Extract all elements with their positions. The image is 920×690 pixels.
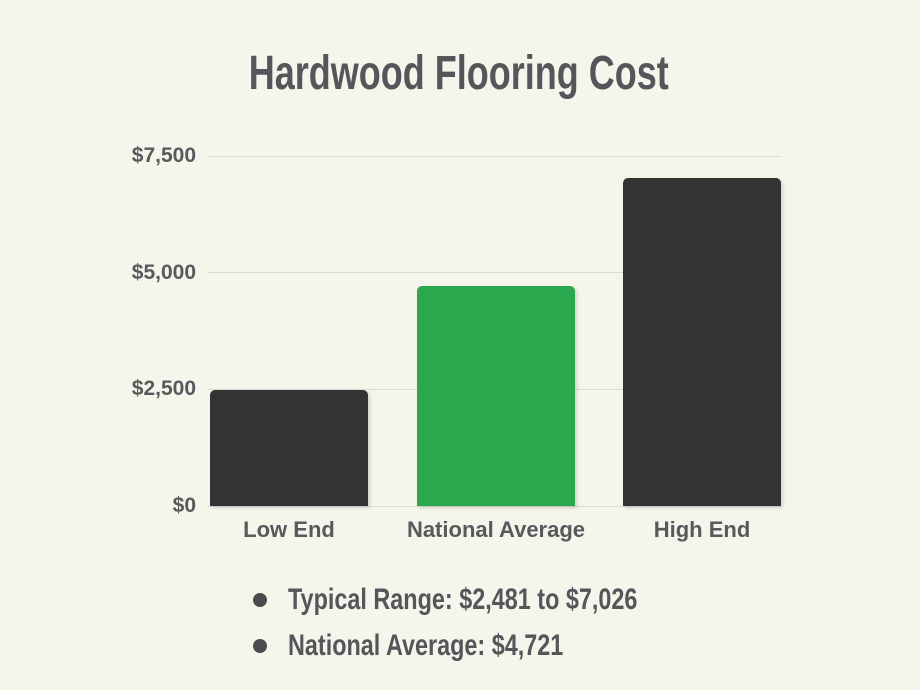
gridline xyxy=(208,272,781,274)
y-tick-label: $7,500 xyxy=(131,144,196,167)
note-text: Typical Range: $2,481 to $7,026 xyxy=(288,583,638,616)
x-tick-label: High End xyxy=(653,517,751,542)
bar-national-average xyxy=(417,286,575,506)
gridline xyxy=(208,505,781,507)
bullet-icon xyxy=(253,639,267,653)
chart-title: Hardwood Flooring Cost xyxy=(248,47,669,100)
note-text: National Average: $4,721 xyxy=(288,629,564,662)
y-tick-label: $2,500 xyxy=(131,377,196,401)
gridline xyxy=(208,155,781,157)
note-national-average: National Average: $4,721 xyxy=(253,628,641,664)
x-tick-label: Low End xyxy=(243,517,335,542)
bullet-icon xyxy=(253,593,267,607)
y-tick-label: $5,000 xyxy=(131,260,196,284)
plot-area xyxy=(208,155,781,507)
bar-low-end xyxy=(210,390,368,506)
note-typical-range: Typical Range: $2,481 to $7,026 xyxy=(253,582,736,618)
y-tick-label: $0 xyxy=(172,494,196,517)
bar-high-end xyxy=(623,178,781,506)
x-tick-label: National Average xyxy=(406,517,586,542)
